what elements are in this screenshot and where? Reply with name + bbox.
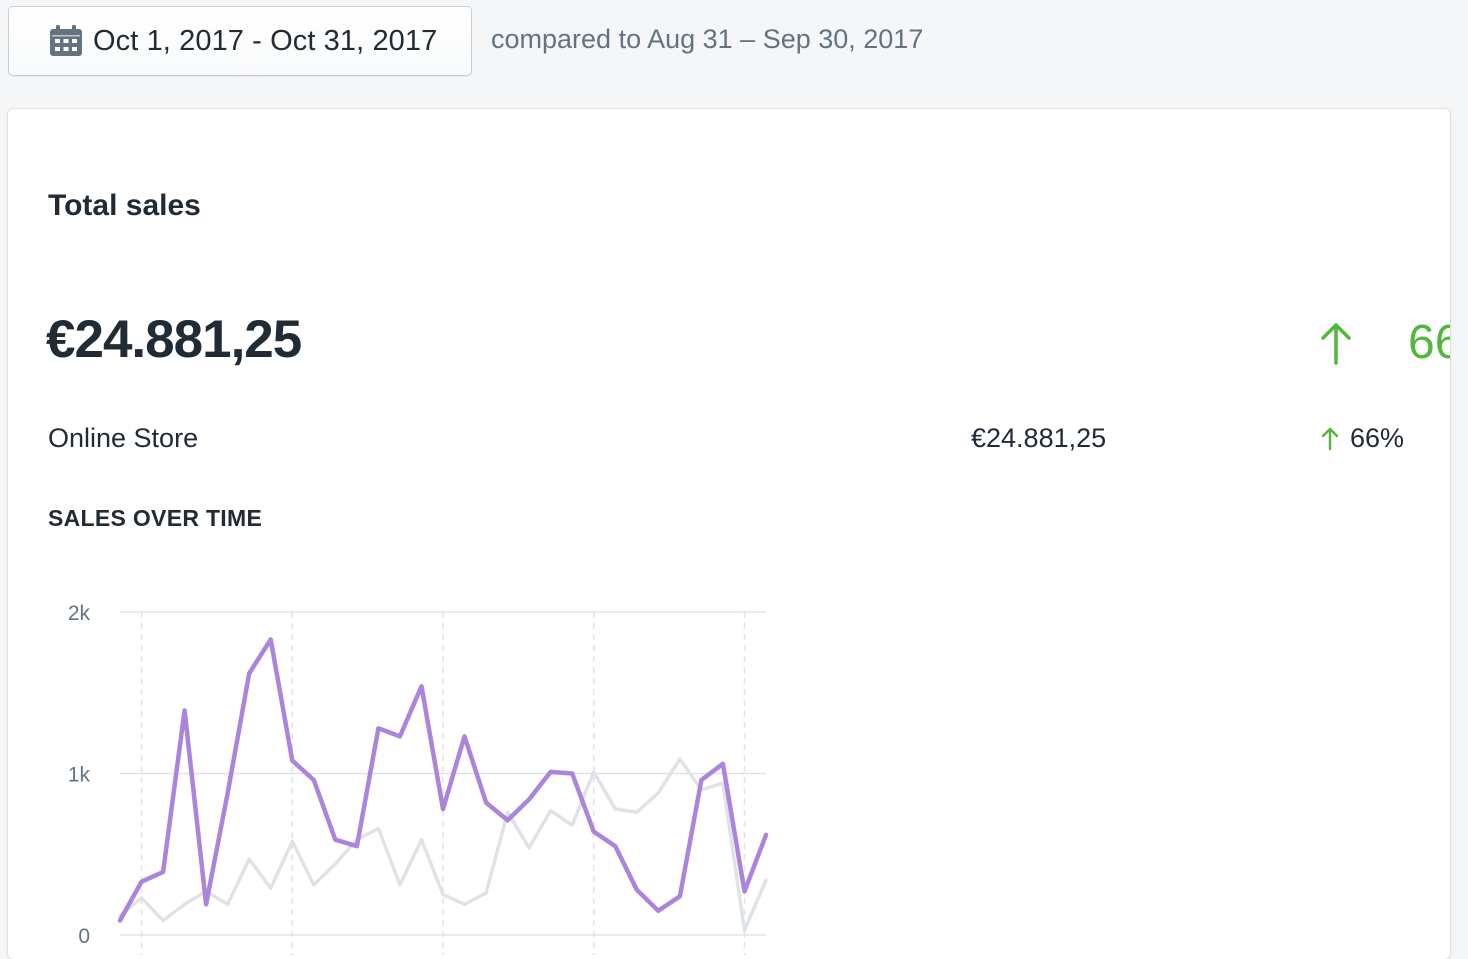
sales-series-line [117,637,769,923]
total-sales-card: Total sales €24.881,25 66% Online Store … [8,109,1450,959]
channel-label: Online Store [48,423,199,453]
arrow-up-icon [1321,427,1339,451]
arrow-up-icon [1321,323,1351,365]
y-tick-label: 2k [68,602,91,625]
channel-value: €24.881,25 [971,423,1107,453]
card-title: Total sales [48,189,201,222]
comparison-text: compared to Aug 31 – Sep 30, 2017 [491,24,924,54]
comparison-series-line [118,757,768,932]
report-header: Oct 1, 2017 - Oct 31, 2017 compared to A… [0,0,1468,100]
total-sales-value: €24.881,25 [46,310,302,369]
section-title: SALES OVER TIME [48,505,263,531]
calendar-icon [50,25,82,56]
total-sales-change: 66% [1408,316,1450,369]
y-tick-label: 0 [78,925,90,948]
sales-over-time-chart: 2k 1k 0 [68,602,769,955]
date-range-button[interactable]: Oct 1, 2017 - Oct 31, 2017 [8,6,472,76]
date-range-label: Oct 1, 2017 - Oct 31, 2017 [93,24,438,57]
y-tick-label: 1k [68,764,91,787]
channel-change: 66% [1350,423,1405,453]
